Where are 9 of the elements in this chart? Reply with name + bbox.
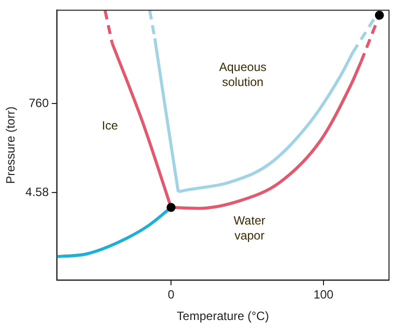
annotation: Water vapor [234,214,266,243]
annotation: Ice [102,118,118,133]
y-tick-label: 4.58 [25,184,50,199]
x-tick-label: 100 [313,288,334,302]
annotation: Aqueous solution [219,60,266,89]
y-tick-label: 760 [28,96,50,110]
x-axis-title: Temperature (°C) [176,309,269,324]
x-tick-label: 0 [168,288,175,302]
y-axis-title: Pressure (torr) [4,106,18,184]
